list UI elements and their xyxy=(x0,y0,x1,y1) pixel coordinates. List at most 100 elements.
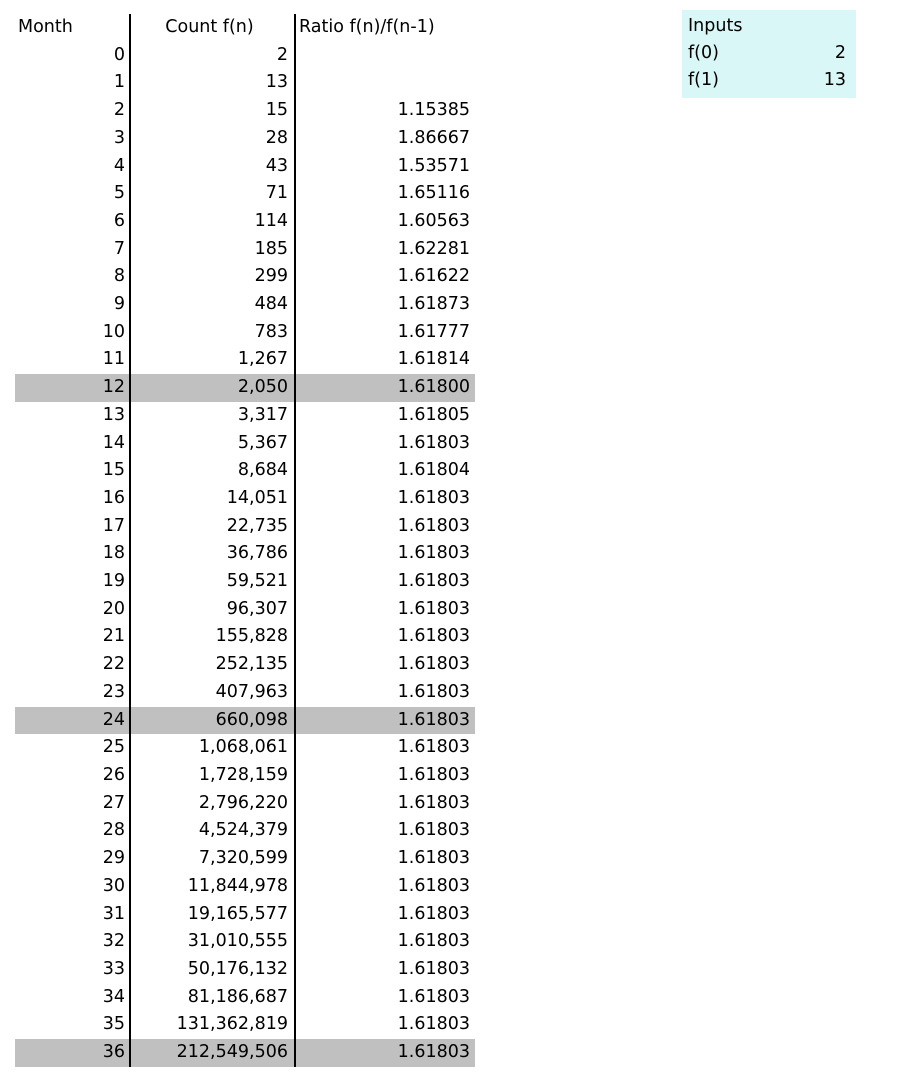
inputs-value-f1[interactable]: 13 xyxy=(823,70,846,90)
cell-count: 4,524,379 xyxy=(129,817,295,846)
cell-count: 22,735 xyxy=(129,512,295,541)
cell-month: 30 xyxy=(102,875,125,896)
inputs-row-f0[interactable]: f(0) 2 xyxy=(682,40,856,67)
cell-count: 3,317 xyxy=(129,401,295,430)
table-row[interactable]: 34 81,186,687 1.61803 xyxy=(15,983,475,1012)
cell-ratio: 1.61803 xyxy=(294,568,475,596)
cell-ratio xyxy=(294,69,475,98)
table-row[interactable]: 3 28 1.86667 xyxy=(15,124,475,153)
table-row[interactable]: 35 131,362,819 1.61803 xyxy=(15,1011,475,1040)
table-row[interactable]: 11 1,267 1.61814 xyxy=(15,346,475,375)
table-row[interactable]: 10 783 1.61777 xyxy=(15,318,475,347)
cell-count: 36,786 xyxy=(129,540,295,569)
inputs-label-f0: f(0) xyxy=(688,43,719,63)
table-row[interactable]: 33 50,176,132 1.61803 xyxy=(15,955,475,984)
inputs-row-f1[interactable]: f(1) 13 xyxy=(682,67,856,94)
cell-count: 14,051 xyxy=(129,484,295,513)
cell-count: 407,963 xyxy=(129,678,295,707)
cell-ratio: 1.61803 xyxy=(294,845,475,873)
cell-ratio: 1.61803 xyxy=(294,872,475,901)
cell-month: 36 xyxy=(15,1039,130,1067)
table-row[interactable]: 1 13 xyxy=(15,69,475,98)
cell-ratio: 1.61622 xyxy=(294,263,475,292)
cell-ratio: 1.86667 xyxy=(294,124,475,153)
table-row[interactable]: 14 5,367 1.61803 xyxy=(15,429,475,458)
cell-count: 13 xyxy=(129,69,295,98)
cell-ratio: 1.61803 xyxy=(294,623,475,652)
cell-count: 28 xyxy=(129,124,295,153)
cell-count: 114 xyxy=(129,207,295,236)
table-row[interactable]: 30 11,844,978 1.61803 xyxy=(15,872,475,901)
cell-month: 27 xyxy=(102,792,125,813)
cell-month: 3 xyxy=(113,127,125,148)
table-row[interactable]: 4 43 1.53571 xyxy=(15,152,475,181)
table-row[interactable]: 20 96,307 1.61803 xyxy=(15,595,475,624)
cell-count: 81,186,687 xyxy=(129,983,295,1012)
cell-count: 8,684 xyxy=(129,457,295,485)
cell-count: 71 xyxy=(129,180,295,208)
cell-ratio: 1.61800 xyxy=(294,374,475,402)
cell-count: 155,828 xyxy=(129,623,295,652)
table-row[interactable]: 24 660,098 1.61803 xyxy=(15,706,475,735)
cell-month: 9 xyxy=(113,294,125,315)
table-row[interactable]: 9 484 1.61873 xyxy=(15,291,475,319)
cell-month: 19 xyxy=(102,571,125,592)
cell-count: 43 xyxy=(129,152,295,181)
cell-month: 2 xyxy=(113,100,125,121)
cell-count: 59,521 xyxy=(129,568,295,596)
cell-count: 15 xyxy=(129,97,295,125)
cell-month: 18 xyxy=(102,543,125,564)
cell-month: 11 xyxy=(102,349,125,370)
cell-ratio: 1.61803 xyxy=(294,1039,475,1067)
table-row[interactable]: 36 212,549,506 1.61803 xyxy=(15,1039,475,1067)
cell-ratio: 1.61777 xyxy=(294,318,475,347)
cell-month: 16 xyxy=(102,487,125,508)
inputs-value-f0[interactable]: 2 xyxy=(834,43,846,63)
table-body: 0 2 1 13 2 15 1.15385 3 28 1.86667 4 43 1.53571 5 71 1.… xyxy=(15,41,475,1067)
table-row[interactable]: 32 31,010,555 1.61803 xyxy=(15,928,475,956)
table-row[interactable]: 12 2,050 1.61800 xyxy=(15,374,475,402)
column-header-month: Month xyxy=(18,17,73,37)
cell-count: 1,068,061 xyxy=(129,734,295,762)
table-row[interactable]: 22 252,135 1.61803 xyxy=(15,651,475,679)
table-row[interactable]: 23 407,963 1.61803 xyxy=(15,678,475,707)
cell-month: 21 xyxy=(102,626,125,647)
cell-ratio: 1.61803 xyxy=(294,789,475,818)
table-row[interactable]: 28 4,524,379 1.61803 xyxy=(15,817,475,846)
table-row[interactable]: 29 7,320,599 1.61803 xyxy=(15,845,475,873)
cell-month: 4 xyxy=(113,155,125,176)
table-row[interactable]: 21 155,828 1.61803 xyxy=(15,623,475,652)
cell-month: 5 xyxy=(113,183,125,204)
table-row[interactable]: 7 185 1.62281 xyxy=(15,235,475,264)
sequence-table: Month Count f(n) Ratio f(n)/f(n-1) 0 2 1 13… xyxy=(15,14,475,1067)
table-row[interactable]: 2 15 1.15385 xyxy=(15,97,475,125)
cell-ratio: 1.61803 xyxy=(294,761,475,790)
table-row[interactable]: 26 1,728,159 1.61803 xyxy=(15,761,475,790)
cell-ratio: 1.61803 xyxy=(294,540,475,569)
fibonacci-table: Month Count f(n) Ratio f(n)/f(n-1) 0 2 1 13… xyxy=(15,14,475,1067)
table-row[interactable]: 19 59,521 1.61803 xyxy=(15,568,475,596)
cell-count: 212,549,506 xyxy=(129,1039,295,1067)
table-row[interactable]: 13 3,317 1.61805 xyxy=(15,401,475,430)
table-row[interactable]: 17 22,735 1.61803 xyxy=(15,512,475,541)
table-row[interactable]: 16 14,051 1.61803 xyxy=(15,484,475,513)
cell-count: 50,176,132 xyxy=(129,955,295,984)
cell-count: 7,320,599 xyxy=(129,845,295,873)
cell-count: 299 xyxy=(129,263,295,292)
table-row[interactable]: 18 36,786 1.61803 xyxy=(15,540,475,569)
cell-count: 11,844,978 xyxy=(129,872,295,901)
table-row[interactable]: 6 114 1.60563 xyxy=(15,207,475,236)
table-row[interactable]: 8 299 1.61622 xyxy=(15,263,475,292)
cell-ratio: 1.61803 xyxy=(294,595,475,624)
cell-count: 660,098 xyxy=(129,706,295,735)
cell-month: 24 xyxy=(15,706,130,735)
inputs-title: Inputs xyxy=(688,16,743,36)
table-row[interactable]: 31 19,165,577 1.61803 xyxy=(15,900,475,929)
table-row[interactable]: 27 2,796,220 1.61803 xyxy=(15,789,475,818)
table-row[interactable]: 25 1,068,061 1.61803 xyxy=(15,734,475,762)
table-row[interactable]: 5 71 1.65116 xyxy=(15,180,475,208)
cell-ratio: 1.61803 xyxy=(294,484,475,513)
table-row[interactable]: 15 8,684 1.61804 xyxy=(15,457,475,485)
cell-ratio: 1.60563 xyxy=(294,207,475,236)
